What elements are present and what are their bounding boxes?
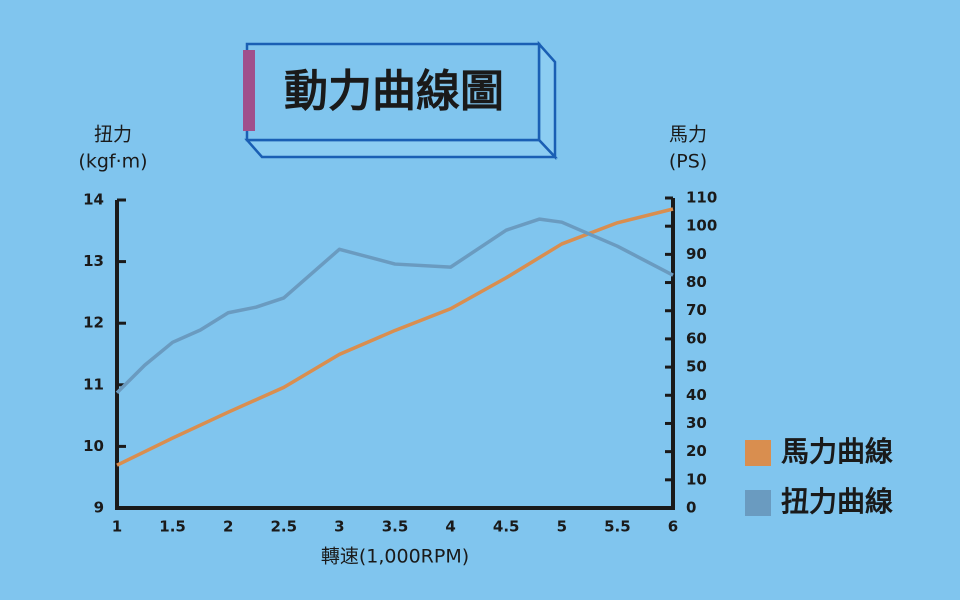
- x-tick-label: 4.5: [493, 518, 520, 536]
- legend-label: 馬力曲線: [781, 435, 893, 468]
- x-axis-label: 轉速(1,000RPM): [321, 546, 469, 568]
- y2-tick-label: 80: [686, 273, 707, 291]
- y-tick-label: 11: [83, 375, 104, 393]
- x-tick-label: 2.5: [271, 518, 298, 536]
- y2-axis-unit: (PS): [669, 151, 707, 173]
- y2-tick-label: 40: [686, 386, 707, 404]
- y2-tick-label: 100: [686, 217, 717, 235]
- title-box: [243, 40, 558, 161]
- y-axis-unit: (kgf·m): [78, 151, 147, 173]
- x-tick-label: 1.5: [159, 518, 186, 536]
- y2-tick-label: 50: [686, 358, 707, 376]
- x-tick-label: 1: [112, 518, 122, 536]
- y2-tick-label: 60: [686, 329, 707, 347]
- y-tick-label: 9: [94, 499, 104, 517]
- legend-swatch: [745, 440, 771, 466]
- x-tick-label: 5.5: [604, 518, 631, 536]
- x-tick-label: 3.5: [382, 518, 409, 536]
- y-tick-label: 10: [83, 437, 104, 455]
- legend-label: 扭力曲線: [781, 485, 893, 518]
- y2-axis-label: 馬力: [669, 124, 707, 146]
- y-tick-label: 13: [83, 252, 104, 270]
- y2-tick-label: 20: [686, 442, 707, 460]
- y2-tick-label: 90: [686, 245, 707, 263]
- legend-swatch: [745, 490, 771, 516]
- x-tick-label: 4: [445, 518, 455, 536]
- y2-tick-label: 30: [686, 414, 707, 432]
- x-tick-label: 2: [223, 518, 233, 536]
- y-tick-label: 14: [83, 191, 104, 209]
- y2-tick-label: 70: [686, 301, 707, 319]
- y-tick-label: 12: [83, 314, 104, 332]
- x-tick-label: 5: [557, 518, 567, 536]
- y2-tick-label: 10: [686, 470, 707, 488]
- y2-tick-label: 110: [686, 189, 717, 207]
- data-line: [115, 217, 674, 395]
- y2-tick-label: 0: [686, 499, 696, 517]
- y-axis-label: 扭力: [94, 124, 132, 146]
- data-line: [116, 207, 674, 467]
- chart-title: 動力曲線圖: [284, 66, 504, 117]
- x-tick-label: 6: [668, 518, 678, 536]
- x-tick-label: 3: [334, 518, 344, 536]
